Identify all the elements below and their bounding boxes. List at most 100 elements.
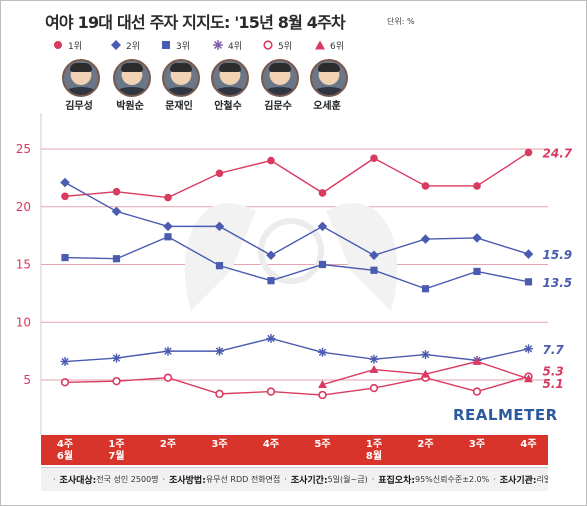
data-point bbox=[266, 387, 276, 396]
circle-open-icon bbox=[263, 40, 273, 50]
watermark-wing-right bbox=[326, 203, 398, 311]
x-tick-label: 1주 7월 bbox=[108, 439, 125, 462]
data-point bbox=[112, 376, 121, 386]
triangle-icon bbox=[315, 40, 325, 50]
data-point bbox=[112, 187, 121, 196]
candidate-name: 박원순 bbox=[116, 101, 144, 112]
end-value-label: 15.9 bbox=[543, 248, 573, 262]
data-point bbox=[111, 206, 122, 217]
data-point bbox=[472, 387, 482, 396]
data-point bbox=[318, 380, 327, 389]
series-line bbox=[64, 236, 529, 290]
legend-rank: 3위 bbox=[176, 41, 191, 52]
x-tick-label: 3주 bbox=[211, 439, 228, 450]
y-tick-label: 20 bbox=[16, 200, 31, 214]
data-point bbox=[318, 189, 327, 197]
data-point bbox=[163, 346, 173, 356]
survey-info: · 조사대상: 전국 성인 2500명 · 조사방법: 유무선 RDD 전화면접… bbox=[41, 467, 548, 491]
data-point bbox=[215, 262, 224, 270]
asterisk-icon bbox=[213, 40, 223, 50]
data-point bbox=[318, 390, 327, 400]
data-point bbox=[163, 221, 173, 232]
method-key: 조사방법: bbox=[169, 476, 206, 486]
end-value-label: 7.7 bbox=[543, 343, 565, 357]
data-point bbox=[317, 221, 328, 232]
y-tick-label: 5 bbox=[23, 373, 31, 387]
candidate-name: 안철수 bbox=[214, 101, 242, 112]
legend-item-5: 5위 bbox=[263, 38, 292, 52]
data-point bbox=[472, 356, 482, 365]
candidate-name: 오세훈 bbox=[313, 101, 341, 112]
circle-filled-icon bbox=[54, 41, 62, 49]
x-tick-label: 3주 bbox=[468, 439, 486, 450]
avatar bbox=[62, 59, 100, 97]
x-axis-band bbox=[41, 435, 548, 465]
data-point bbox=[472, 233, 482, 243]
legend-item-1: 1위 bbox=[53, 38, 82, 52]
data-point bbox=[523, 249, 534, 259]
data-point bbox=[524, 344, 533, 354]
legend-item-4: 4위 bbox=[213, 38, 242, 52]
period-key: 조사기간: bbox=[290, 476, 328, 486]
period-value: 5일(월~금) bbox=[327, 475, 368, 484]
method-value: 유무선 RDD 전화면접 bbox=[205, 475, 281, 484]
data-point bbox=[267, 156, 275, 165]
y-tick-label: 15 bbox=[16, 258, 31, 272]
watermark-wing-left bbox=[184, 203, 256, 311]
avatar bbox=[261, 59, 299, 97]
footer-bullet: · bbox=[53, 475, 56, 484]
target-key: 조사대상: bbox=[59, 476, 97, 486]
data-point bbox=[267, 277, 275, 285]
data-point bbox=[473, 267, 481, 276]
avatar bbox=[310, 59, 348, 97]
y-tick-label: 10 bbox=[16, 315, 31, 329]
data-point bbox=[370, 154, 378, 163]
footer-bullet: · bbox=[162, 475, 166, 484]
data-point bbox=[473, 182, 481, 190]
y-tick-label: 25 bbox=[16, 142, 31, 156]
data-point bbox=[266, 250, 276, 261]
x-tick-label: 4주 bbox=[520, 439, 537, 450]
error-key: 표집오차: bbox=[378, 476, 415, 486]
data-point bbox=[164, 233, 172, 241]
data-point bbox=[318, 260, 327, 269]
avatar bbox=[113, 59, 151, 97]
data-point bbox=[524, 148, 533, 157]
avatar bbox=[162, 59, 200, 97]
data-point bbox=[215, 346, 224, 356]
data-point bbox=[61, 192, 69, 201]
series-line bbox=[64, 151, 529, 199]
candidate-name: 문재인 bbox=[165, 101, 193, 112]
legend-rank: 5위 bbox=[278, 41, 293, 52]
end-value-label: 24.7 bbox=[543, 146, 573, 160]
x-tick-label: 5주 bbox=[314, 439, 331, 450]
data-point bbox=[215, 169, 224, 178]
data-point bbox=[163, 373, 173, 382]
footer-bullet: · bbox=[493, 475, 496, 484]
legend-rank: 4위 bbox=[228, 41, 243, 52]
data-point bbox=[524, 374, 533, 383]
data-point bbox=[266, 333, 276, 343]
data-point bbox=[421, 285, 430, 293]
data-point bbox=[61, 253, 69, 262]
x-tick-label: 2주 bbox=[417, 439, 434, 450]
data-point bbox=[369, 383, 379, 393]
data-point bbox=[60, 177, 70, 188]
diamond-icon bbox=[111, 40, 121, 50]
unit-label: 단위: % bbox=[387, 17, 415, 26]
data-point bbox=[524, 278, 533, 286]
series-line bbox=[64, 375, 529, 396]
x-tick-label: 4주 6월 bbox=[56, 439, 74, 462]
watermark-emblem bbox=[258, 218, 324, 284]
data-point bbox=[60, 378, 70, 387]
data-point bbox=[112, 353, 121, 363]
data-point bbox=[369, 354, 379, 364]
end-value-label: 5.1 bbox=[543, 377, 564, 391]
legend-rank: 2위 bbox=[126, 41, 141, 52]
footer-bullet: · bbox=[284, 475, 287, 484]
data-point bbox=[370, 266, 378, 274]
footer-bullet: · bbox=[371, 475, 375, 484]
end-value-label: 13.5 bbox=[543, 276, 573, 290]
data-point bbox=[421, 350, 430, 360]
data-point bbox=[318, 347, 327, 357]
